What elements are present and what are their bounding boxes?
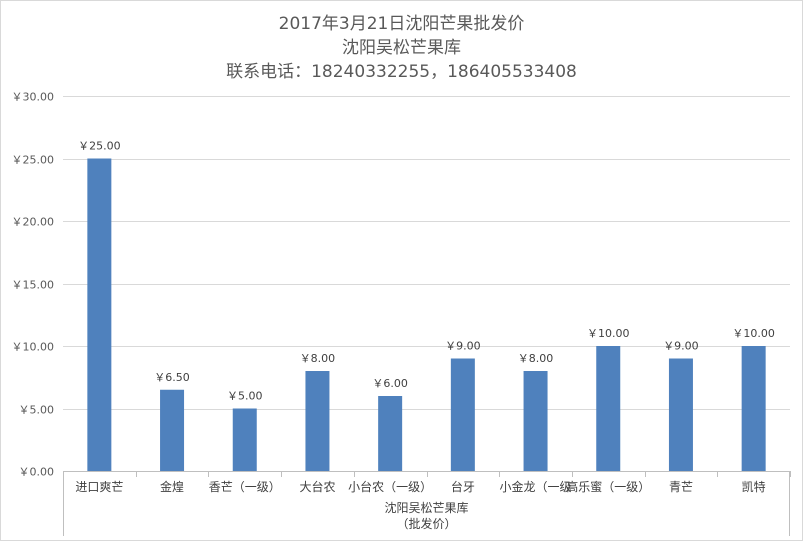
chart-title: 2017年3月21日沈阳芒果批发价 <box>278 14 525 34</box>
axes: ￥0.00 ￥5.00 ￥10.00 ￥15.00 ￥20.00 ￥25.00 ￥30.00 <box>12 91 791 536</box>
bar <box>87 158 112 471</box>
bar-value-label: ￥10.00 <box>732 327 775 340</box>
category-label: 高乐蜜（一级） <box>566 479 650 494</box>
gridlines <box>63 96 790 410</box>
y-tick-label: ￥20.00 <box>12 216 55 229</box>
chart-subtitle: 沈阳吴松芒果库 <box>342 38 461 58</box>
category-label: 小台农（一级） <box>348 479 432 494</box>
bar <box>450 358 475 471</box>
bar <box>378 396 403 471</box>
category-label: 小金龙（一级 <box>500 479 572 494</box>
bar <box>160 389 185 471</box>
category-label: 凯特 <box>742 479 766 494</box>
y-tick-label: ￥0.00 <box>19 466 55 479</box>
chart-contact-line: 联系电话：18240332255，186405533408 <box>226 62 577 82</box>
bar <box>596 346 621 471</box>
category-label: 青芒 <box>669 479 693 494</box>
y-tick-label: ￥15.00 <box>12 279 55 292</box>
bar <box>305 371 330 471</box>
bar-value-label: ￥8.00 <box>518 352 554 365</box>
bar-value-label: ￥9.00 <box>445 340 481 353</box>
bar-value-label: ￥9.00 <box>663 340 699 353</box>
bar-value-label: ￥5.00 <box>227 390 263 403</box>
bar-value-label: ￥10.00 <box>587 327 630 340</box>
category-label: 大台农 <box>299 479 335 494</box>
category-label: 台牙 <box>451 479 475 494</box>
category-label: 金煌 <box>160 479 184 494</box>
data-labels: ￥25.00 ￥6.50 ￥5.00 ￥8.00 ￥6.00 ￥9.00 ￥8.00 ￥10.… <box>78 140 775 403</box>
bar-value-label: ￥6.50 <box>154 371 190 384</box>
group-label-sub: （批发价） <box>396 516 456 531</box>
bars <box>87 158 766 471</box>
bar <box>741 346 766 471</box>
bar-value-label: ￥6.00 <box>372 377 408 390</box>
bar <box>668 358 693 471</box>
y-tick-label: ￥30.00 <box>12 91 55 104</box>
y-tick-label: ￥5.00 <box>19 404 55 417</box>
group-label: 沈阳吴松芒果库 <box>384 500 468 515</box>
y-tick-label: ￥10.00 <box>12 341 55 354</box>
category-label: 进口爽芒 <box>75 479 123 494</box>
y-tick-label: ￥25.00 <box>12 154 55 167</box>
bar-value-label: ￥25.00 <box>78 140 121 153</box>
bar-value-label: ￥8.00 <box>300 352 336 365</box>
bar <box>232 408 257 471</box>
bar <box>523 371 548 471</box>
category-label: 香芒（一级） <box>209 479 281 494</box>
